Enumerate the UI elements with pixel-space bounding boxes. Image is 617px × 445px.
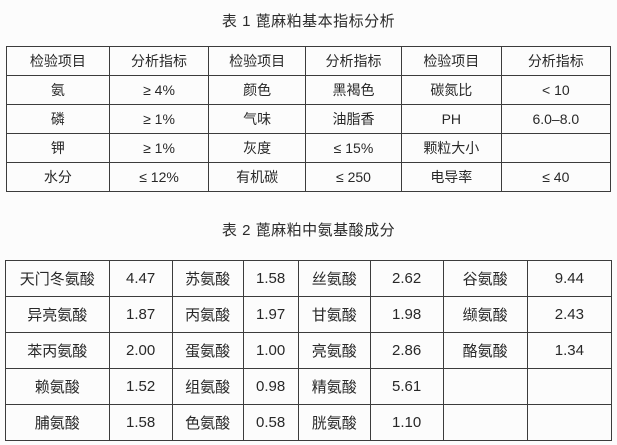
- table2-cell: 丝氨酸: [297, 260, 371, 297]
- table1-caption: 表 1 蓖麻粕基本指标分析: [221, 13, 396, 30]
- table2-cell: 1.34: [526, 332, 613, 369]
- table2-cell: 4.47: [108, 260, 173, 297]
- table2-cell: 1.58: [108, 404, 173, 441]
- table2-cell: 0.98: [242, 368, 299, 405]
- table1-cell: ≥ 1%: [108, 104, 210, 134]
- table2-cell: 1.52: [108, 368, 173, 405]
- table1-cell: [500, 133, 612, 163]
- table-row: 异亮氨酸 1.87 丙氨酸 1.97 甘氨酸 1.98 缬氨酸 2.43: [5, 296, 613, 333]
- table1-cell: 油脂香: [304, 104, 402, 134]
- table-row: 天门冬氨酸 4.47 苏氨酸 1.58 丝氨酸 2.62 谷氨酸 9.44: [5, 260, 613, 297]
- table2-cell: 缬氨酸: [442, 296, 528, 333]
- table2-cell: 1.98: [369, 296, 444, 333]
- table1-cell: ≥ 1%: [108, 133, 210, 163]
- table1-header-cell: 分析指标: [500, 46, 612, 76]
- table2-cell: 赖氨酸: [5, 368, 110, 405]
- table2-cell: 2.00: [108, 332, 173, 369]
- table1-cell: < 10: [500, 75, 612, 105]
- table-row: 钾 ≥ 1% 灰度 ≤ 15% 颗粒大小: [6, 133, 612, 163]
- table1-cell: 灰度: [208, 133, 306, 163]
- table1-header-cell: 检验项目: [6, 46, 110, 76]
- table2-cell: 酪氨酸: [442, 332, 528, 369]
- table-row: 磷 ≥ 1% 气味 油脂香 PH 6.0–8.0: [6, 104, 612, 134]
- table2-cell: 色氨酸: [171, 404, 244, 441]
- table2-cell: 苯丙氨酸: [5, 332, 110, 369]
- table1-cell: 氨: [6, 75, 110, 105]
- table2-cell: 5.61: [369, 368, 444, 405]
- table2-cell: 组氨酸: [171, 368, 244, 405]
- table-row: 赖氨酸 1.52 组氨酸 0.98 精氨酸 5.61: [5, 368, 613, 405]
- table1-cell: 气味: [208, 104, 306, 134]
- table1-basic-indicators: 检验项目 分析指标 检验项目 分析指标 检验项目 分析指标 氨 ≥ 4% 颜色 …: [6, 46, 612, 192]
- table2-cell: 苏氨酸: [171, 260, 244, 297]
- table2-cell: 1.58: [242, 260, 299, 297]
- table2-cell: 甘氨酸: [297, 296, 371, 333]
- table-row: 苯丙氨酸 2.00 蛋氨酸 1.00 亮氨酸 2.86 酪氨酸 1.34: [5, 332, 613, 369]
- table2-cell: 天门冬氨酸: [5, 260, 110, 297]
- table2-cell: 精氨酸: [297, 368, 371, 405]
- table1-cell: ≥ 4%: [108, 75, 210, 105]
- table2-cell: [442, 404, 528, 441]
- table1-cell: ≤ 12%: [108, 162, 210, 192]
- table2-cell: 1.10: [369, 404, 444, 441]
- table2-cell: 胱氨酸: [297, 404, 371, 441]
- table1-cell: PH: [400, 104, 502, 134]
- table2-caption: 表 2 蓖麻粕中氨基酸成分: [221, 222, 396, 239]
- table2-cell: 9.44: [526, 260, 613, 297]
- table1-cell: 颜色: [208, 75, 306, 105]
- table2-cell: 0.58: [242, 404, 299, 441]
- table2-cell: 亮氨酸: [297, 332, 371, 369]
- table-row: 氨 ≥ 4% 颜色 黑褐色 碳氮比 < 10: [6, 75, 612, 105]
- table2-cell: 异亮氨酸: [5, 296, 110, 333]
- table2-cell: [526, 368, 613, 405]
- table1-cell: 6.0–8.0: [500, 104, 612, 134]
- table2-cell: 谷氨酸: [442, 260, 528, 297]
- table1-cell: 碳氮比: [400, 75, 502, 105]
- table1-cell: ≤ 250: [304, 162, 402, 192]
- table2-cell: [442, 368, 528, 405]
- table2-cell: 2.43: [526, 296, 613, 333]
- table1-cell: ≤ 40: [500, 162, 612, 192]
- table1-header-cell: 检验项目: [208, 46, 306, 76]
- table2-cell: 2.86: [369, 332, 444, 369]
- table2-cell: 丙氨酸: [171, 296, 244, 333]
- table1-header-cell: 检验项目: [400, 46, 502, 76]
- table1-cell: 电导率: [400, 162, 502, 192]
- table2-amino-acids: 天门冬氨酸 4.47 苏氨酸 1.58 丝氨酸 2.62 谷氨酸 9.44 异亮…: [5, 260, 613, 441]
- table2-cell: 1.00: [242, 332, 299, 369]
- table2-cell: 蛋氨酸: [171, 332, 244, 369]
- table2-cell: 脯氨酸: [5, 404, 110, 441]
- table2-cell: 2.62: [369, 260, 444, 297]
- table1-header-row: 检验项目 分析指标 检验项目 分析指标 检验项目 分析指标: [6, 46, 612, 76]
- table1-header-cell: 分析指标: [304, 46, 402, 76]
- table1-cell: 有机碳: [208, 162, 306, 192]
- table1-cell: 颗粒大小: [400, 133, 502, 163]
- table2-cell: 1.87: [108, 296, 173, 333]
- table1-cell: 钾: [6, 133, 110, 163]
- table1-header-cell: 分析指标: [108, 46, 210, 76]
- table1-cell: 磷: [6, 104, 110, 134]
- table1-cell: ≤ 15%: [304, 133, 402, 163]
- table-row: 脯氨酸 1.58 色氨酸 0.58 胱氨酸 1.10: [5, 404, 613, 441]
- table1-cell: 黑褐色: [304, 75, 402, 105]
- table2-cell: [526, 404, 613, 441]
- table-row: 水分 ≤ 12% 有机碳 ≤ 250 电导率 ≤ 40: [6, 162, 612, 192]
- table2-cell: 1.97: [242, 296, 299, 333]
- table1-cell: 水分: [6, 162, 110, 192]
